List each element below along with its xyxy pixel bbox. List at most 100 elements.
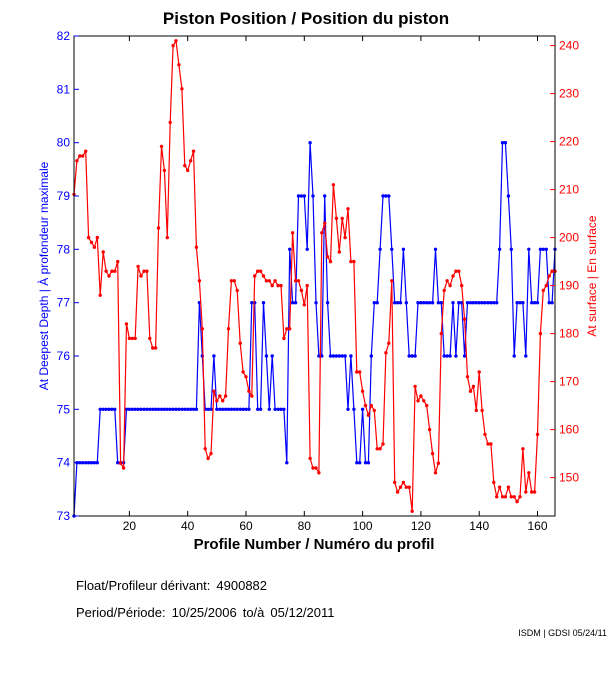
data-point bbox=[465, 375, 470, 379]
plot-frame bbox=[73, 35, 556, 517]
data-point bbox=[142, 269, 146, 273]
data-point bbox=[145, 269, 149, 273]
period-separator: to/à bbox=[242, 605, 265, 620]
data-point bbox=[445, 354, 449, 358]
data-point bbox=[92, 245, 97, 249]
data-point bbox=[375, 447, 379, 451]
data-point bbox=[460, 283, 464, 288]
data-point bbox=[188, 407, 193, 411]
data-point bbox=[352, 407, 356, 411]
data-point bbox=[302, 303, 306, 307]
data-point bbox=[290, 301, 295, 305]
data-point bbox=[78, 461, 82, 465]
data-point bbox=[177, 63, 181, 67]
data-point bbox=[229, 407, 234, 411]
data-point bbox=[384, 351, 388, 355]
data-point bbox=[535, 301, 540, 305]
y-right-tick-label: 240 bbox=[559, 39, 579, 53]
data-point bbox=[279, 283, 283, 288]
data-point bbox=[98, 407, 102, 411]
data-point bbox=[506, 485, 511, 489]
data-point bbox=[465, 301, 470, 305]
data-point bbox=[165, 235, 169, 240]
data-point bbox=[547, 274, 551, 278]
data-point bbox=[215, 399, 219, 403]
data-point bbox=[323, 194, 327, 198]
data-point bbox=[104, 269, 108, 273]
data-point bbox=[253, 274, 257, 278]
x-tick-label: 120 bbox=[411, 519, 431, 533]
data-point bbox=[81, 154, 85, 158]
data-point bbox=[442, 354, 446, 358]
data-point bbox=[518, 301, 522, 305]
data-point bbox=[314, 301, 318, 305]
data-point bbox=[180, 407, 184, 411]
data-point bbox=[101, 407, 105, 411]
y-left-tick-label: 78 bbox=[57, 242, 71, 256]
data-point bbox=[328, 259, 333, 264]
data-point bbox=[419, 301, 423, 305]
data-point bbox=[171, 407, 175, 411]
data-point bbox=[480, 301, 484, 305]
data-point bbox=[404, 301, 408, 305]
data-point bbox=[241, 370, 245, 374]
data-point bbox=[232, 407, 236, 411]
y-right-tick-label: 190 bbox=[559, 279, 579, 293]
data-point bbox=[325, 255, 330, 259]
data-point bbox=[124, 407, 129, 411]
data-point bbox=[267, 279, 271, 283]
data-point bbox=[153, 407, 158, 411]
data-point bbox=[305, 247, 309, 251]
data-point bbox=[541, 247, 545, 251]
data-point bbox=[136, 264, 140, 269]
y-left-tick-label: 82 bbox=[57, 29, 71, 43]
data-point bbox=[133, 336, 137, 341]
data-point bbox=[113, 269, 117, 273]
data-point bbox=[495, 301, 499, 305]
data-point bbox=[366, 413, 371, 417]
data-point bbox=[384, 194, 388, 198]
data-point bbox=[378, 247, 382, 251]
data-point bbox=[162, 407, 167, 411]
data-point bbox=[527, 247, 531, 251]
data-point bbox=[244, 407, 248, 411]
data-point bbox=[89, 461, 94, 465]
data-point bbox=[337, 354, 341, 358]
data-point bbox=[209, 407, 213, 411]
data-point bbox=[489, 301, 493, 305]
data-point bbox=[425, 301, 429, 305]
data-point bbox=[197, 279, 202, 283]
y-left-tick-label: 76 bbox=[57, 349, 71, 363]
data-point bbox=[474, 408, 478, 413]
data-point bbox=[212, 389, 216, 393]
data-point bbox=[532, 490, 537, 494]
data-point bbox=[183, 407, 187, 411]
data-point bbox=[538, 247, 543, 251]
data-point bbox=[279, 407, 283, 411]
data-point bbox=[457, 301, 461, 305]
data-point bbox=[355, 370, 359, 374]
data-point bbox=[288, 247, 292, 251]
data-point bbox=[302, 194, 306, 198]
data-point bbox=[293, 301, 298, 305]
y-left-tick-label: 79 bbox=[57, 189, 71, 203]
data-point bbox=[457, 269, 461, 273]
data-point bbox=[410, 509, 414, 513]
credit-text: ISDM | GDSI 05/24/11 bbox=[518, 628, 607, 638]
y-right-tick-label: 170 bbox=[559, 375, 579, 389]
data-point bbox=[311, 194, 315, 198]
data-point bbox=[194, 407, 199, 411]
data-point bbox=[358, 461, 362, 465]
data-point bbox=[247, 407, 251, 411]
data-point bbox=[235, 288, 239, 293]
data-point bbox=[270, 354, 274, 358]
data-point bbox=[331, 354, 336, 358]
y-right-tick-label: 220 bbox=[559, 135, 579, 149]
data-point bbox=[86, 235, 91, 240]
data-point bbox=[430, 451, 435, 456]
data-point bbox=[273, 279, 277, 283]
data-point bbox=[127, 336, 132, 341]
data-point bbox=[200, 327, 204, 331]
data-point bbox=[530, 301, 534, 305]
data-point bbox=[436, 301, 441, 305]
